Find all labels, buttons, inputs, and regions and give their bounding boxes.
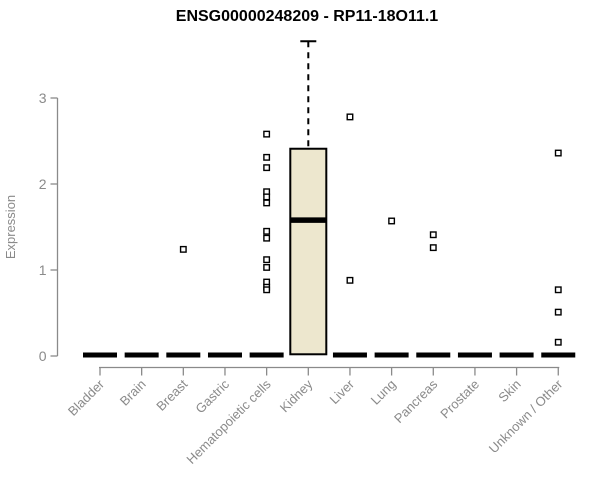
collapsed-box-bar xyxy=(499,352,534,358)
collapsed-box-bar xyxy=(249,352,284,358)
x-category-label: Kidney xyxy=(277,376,316,415)
x-category-label: Breast xyxy=(153,376,190,413)
box-marks xyxy=(83,40,576,358)
collapsed-box-bar xyxy=(207,352,242,358)
collapsed-box-bar xyxy=(416,352,451,358)
outlier-point xyxy=(263,286,271,294)
collapsed-box-bar xyxy=(457,352,492,358)
collapsed-box-bar xyxy=(374,352,409,358)
outlier-point xyxy=(263,130,271,138)
y-tick-label: 0 xyxy=(39,348,47,364)
outlier-point xyxy=(554,338,562,346)
outlier-point xyxy=(263,227,271,235)
outlier-point xyxy=(179,245,187,253)
outlier-point xyxy=(554,286,562,294)
y-tick-label: 2 xyxy=(39,176,47,192)
x-category-label: Unknown / Other xyxy=(486,376,566,456)
x-category-label: Skin xyxy=(495,377,523,405)
x-category-label: Bladder xyxy=(65,376,108,419)
outlier-point xyxy=(429,231,437,239)
outlier-point xyxy=(429,244,437,252)
outlier-point xyxy=(346,276,354,284)
outlier-point xyxy=(263,234,271,242)
y-tick-label: 3 xyxy=(39,90,47,106)
collapsed-box-bar xyxy=(124,352,159,358)
y-axis-label: Expression xyxy=(3,195,18,259)
y-tick-label: 1 xyxy=(39,262,47,278)
collapsed-box-bar xyxy=(541,352,576,358)
outlier-point xyxy=(263,164,271,172)
outlier-point xyxy=(554,308,562,316)
collapsed-box-bar xyxy=(83,352,117,358)
x-category-label: Gastric xyxy=(192,376,232,416)
outlier-point xyxy=(263,256,271,264)
outlier-point xyxy=(263,263,271,271)
box-kidney xyxy=(289,147,328,356)
collapsed-box-bar xyxy=(166,352,201,358)
x-category-label: Brain xyxy=(117,377,149,409)
outlier-point xyxy=(388,217,396,225)
x-category-label: Liver xyxy=(327,376,358,407)
outlier-point xyxy=(263,199,271,207)
outlier-point xyxy=(554,149,562,157)
collapsed-box-bar xyxy=(332,352,367,358)
x-category-label: Lung xyxy=(368,377,399,408)
chart-title: ENSG00000248209 - RP11-18O11.1 xyxy=(176,8,439,25)
outlier-point xyxy=(263,153,271,161)
outlier-point xyxy=(346,113,354,121)
outlier-point xyxy=(263,193,271,201)
x-category-label: Prostate xyxy=(437,377,482,422)
x-category-label: Pancreas xyxy=(391,376,441,426)
